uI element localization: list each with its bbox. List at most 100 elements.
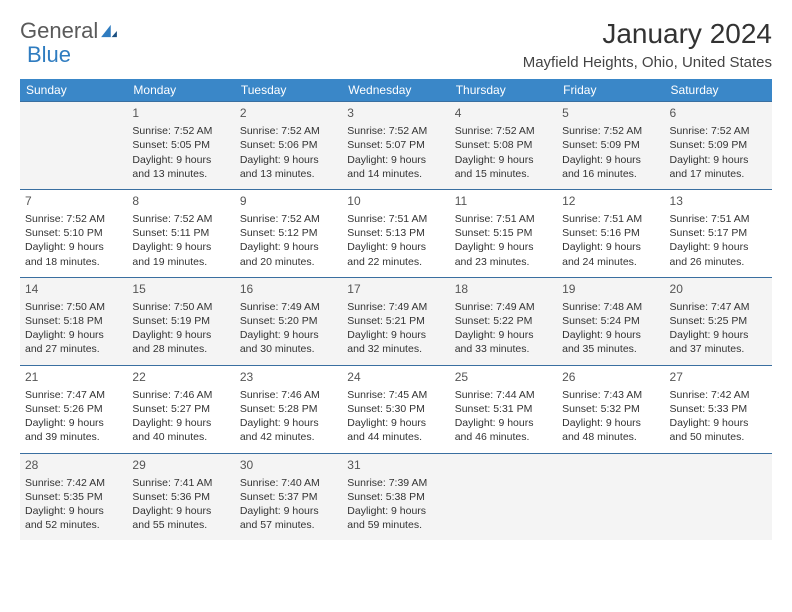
day-number: 28 (25, 457, 122, 473)
calendar-day-cell: 26Sunrise: 7:43 AMSunset: 5:32 PMDayligh… (557, 365, 664, 453)
day-info-line: Sunrise: 7:45 AM (347, 388, 444, 402)
day-info-line: and 50 minutes. (670, 430, 767, 444)
logo-text-general: General (20, 18, 98, 44)
day-info-line: and 13 minutes. (240, 167, 337, 181)
day-info-line: Daylight: 9 hours (132, 240, 229, 254)
day-number: 2 (240, 105, 337, 121)
day-info-line: and 37 minutes. (670, 342, 767, 356)
day-info-line: Daylight: 9 hours (25, 504, 122, 518)
day-info-line: Sunset: 5:36 PM (132, 490, 229, 504)
day-number: 9 (240, 193, 337, 209)
day-info-line: Sunrise: 7:39 AM (347, 476, 444, 490)
weekday-header: Friday (557, 79, 664, 102)
day-info-line: Sunset: 5:28 PM (240, 402, 337, 416)
day-info-line: Sunset: 5:22 PM (455, 314, 552, 328)
day-info-line: Sunset: 5:15 PM (455, 226, 552, 240)
day-info-line: Sunrise: 7:50 AM (132, 300, 229, 314)
calendar-day-cell (665, 453, 772, 540)
weekday-header: Saturday (665, 79, 772, 102)
calendar-week-row: 21 Sunrise: 7:47 AMSunset: 5:26 PM Dayligh… (20, 365, 772, 453)
calendar-week-row: 7Sunrise: 7:52 AMSunset: 5:10 PMDaylight… (20, 189, 772, 277)
calendar-day-cell: 29Sunrise: 7:41 AMSunset: 5:36 PMDayligh… (127, 453, 234, 540)
day-info-line: Daylight: 9 hours (240, 153, 337, 167)
day-info-line: and 48 minutes. (562, 430, 659, 444)
day-info-line: Daylight: 9 hours (25, 328, 122, 342)
day-info-line: Sunrise: 7:52 AM (455, 124, 552, 138)
calendar-day-cell: 17Sunrise: 7:49 AMSunset: 5:21 PMDayligh… (342, 277, 449, 365)
calendar-day-cell: 22Sunrise: 7:46 AMSunset: 5:27 PMDayligh… (127, 365, 234, 453)
day-info-line: and 27 minutes. (25, 342, 122, 356)
day-info-line: Daylight: 9 hours (562, 416, 659, 430)
day-info-line: and 55 minutes. (132, 518, 229, 532)
weekday-header: Sunday (20, 79, 127, 102)
day-info-line: Sunrise: 7:52 AM (132, 124, 229, 138)
day-info-line: Sunset: 5:37 PM (240, 490, 337, 504)
day-info-line: Daylight: 9 hours (562, 153, 659, 167)
calendar-week-row: 14Sunrise: 7:50 AMSunset: 5:18 PMDayligh… (20, 277, 772, 365)
day-info-line: Sunset: 5:17 PM (670, 226, 767, 240)
day-info-line: and 23 minutes. (455, 255, 552, 269)
day-info-line: Sunrise: 7:46 AM (240, 388, 337, 402)
day-info-line: Sunset: 5:38 PM (347, 490, 444, 504)
day-info-line: Sunset: 5:09 PM (670, 138, 767, 152)
location-text: Mayfield Heights, Ohio, United States (523, 54, 772, 71)
day-info-line: Sunset: 5:31 PM (455, 402, 552, 416)
day-info-line: Sunrise: 7:47 AM (25, 388, 122, 402)
day-info-line: Daylight: 9 hours (670, 240, 767, 254)
day-info-line: Sunrise: 7:42 AM (25, 476, 122, 490)
day-number: 17 (347, 281, 444, 297)
day-number: 29 (132, 457, 229, 473)
day-info-line: Sunrise: 7:50 AM (25, 300, 122, 314)
day-info-line: Sunset: 5:27 PM (132, 402, 229, 416)
day-info-line: Sunset: 5:19 PM (132, 314, 229, 328)
day-info-line: Sunrise: 7:52 AM (240, 124, 337, 138)
day-info-line: Daylight: 9 hours (347, 416, 444, 430)
day-info-line: Sunrise: 7:49 AM (347, 300, 444, 314)
day-info-line: Daylight: 9 hours (455, 416, 552, 430)
day-number: 31 (347, 457, 444, 473)
day-info-line: and 59 minutes. (347, 518, 444, 532)
calendar-day-cell: 11Sunrise: 7:51 AMSunset: 5:15 PMDayligh… (450, 189, 557, 277)
day-number: 22 (132, 369, 229, 385)
day-info-line: Sunrise: 7:40 AM (240, 476, 337, 490)
day-number: 21 (25, 369, 122, 385)
calendar-day-cell: 15Sunrise: 7:50 AMSunset: 5:19 PMDayligh… (127, 277, 234, 365)
day-info-line: and 17 minutes. (670, 167, 767, 181)
day-info-line: and 15 minutes. (455, 167, 552, 181)
day-info-line: and 24 minutes. (562, 255, 659, 269)
day-info-line: Sunrise: 7:49 AM (240, 300, 337, 314)
weekday-header-row: SundayMondayTuesdayWednesdayThursdayFrid… (20, 79, 772, 102)
day-info-line: Sunset: 5:08 PM (455, 138, 552, 152)
weekday-header: Wednesday (342, 79, 449, 102)
calendar-day-cell: 31Sunrise: 7:39 AMSunset: 5:38 PMDayligh… (342, 453, 449, 540)
day-info-line: Sunrise: 7:44 AM (455, 388, 552, 402)
day-info-line: Sunset: 5:12 PM (240, 226, 337, 240)
day-number: 23 (240, 369, 337, 385)
day-info-line: Sunrise: 7:52 AM (562, 124, 659, 138)
calendar-day-cell (20, 102, 127, 190)
day-number: 4 (455, 105, 552, 121)
day-info-line: Daylight: 9 hours (670, 153, 767, 167)
weekday-header: Tuesday (235, 79, 342, 102)
day-info-line: Daylight: 9 hours (347, 328, 444, 342)
day-info-line: and 28 minutes. (132, 342, 229, 356)
day-number: 6 (670, 105, 767, 121)
day-info-line: Sunrise: 7:42 AM (670, 388, 767, 402)
calendar-day-cell: 12Sunrise: 7:51 AMSunset: 5:16 PMDayligh… (557, 189, 664, 277)
calendar-day-cell: 18Sunrise: 7:49 AMSunset: 5:22 PMDayligh… (450, 277, 557, 365)
day-info-line: Daylight: 9 hours (240, 240, 337, 254)
day-info-line: Sunset: 5:26 PM (25, 402, 122, 416)
day-info-line: Sunset: 5:24 PM (562, 314, 659, 328)
day-info-line: and 42 minutes. (240, 430, 337, 444)
day-info-line: Sunrise: 7:43 AM (562, 388, 659, 402)
day-info-line: Daylight: 9 hours (132, 504, 229, 518)
day-info-line: and 16 minutes. (562, 167, 659, 181)
day-number: 15 (132, 281, 229, 297)
day-info-line: Daylight: 9 hours (455, 328, 552, 342)
logo-sub: Blue (27, 42, 71, 68)
day-info-line: and 44 minutes. (347, 430, 444, 444)
day-info-line: Sunset: 5:33 PM (670, 402, 767, 416)
day-info-line: Sunrise: 7:52 AM (25, 212, 122, 226)
day-info-line: Sunrise: 7:51 AM (670, 212, 767, 226)
calendar-day-cell: 10Sunrise: 7:51 AMSunset: 5:13 PMDayligh… (342, 189, 449, 277)
